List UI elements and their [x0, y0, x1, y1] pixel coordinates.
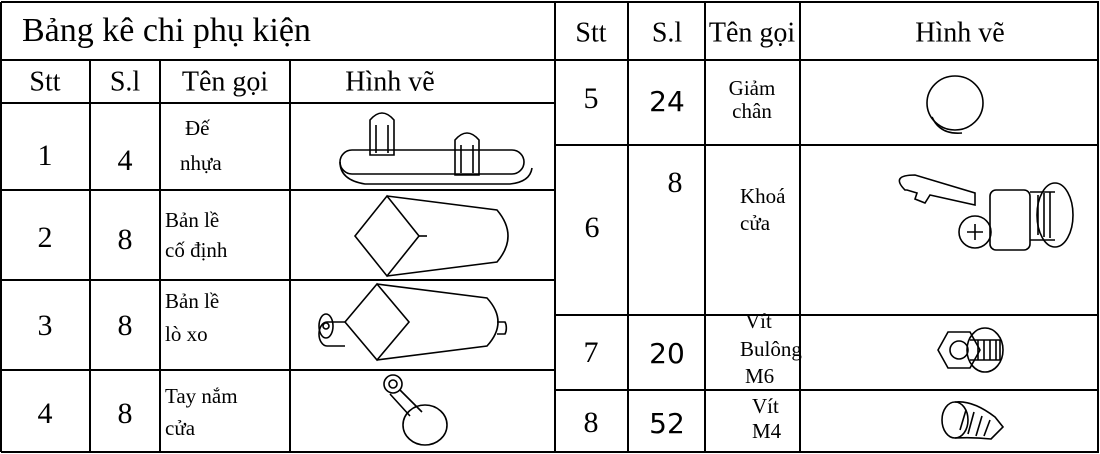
- header: Hình vẽ: [915, 17, 1004, 48]
- item-name: Bulông: [740, 337, 802, 361]
- header: S.l: [110, 66, 141, 97]
- item-name: M4: [752, 419, 782, 443]
- icon-bolt-m6: [937, 327, 1004, 373]
- item-name: Khoá: [740, 184, 786, 208]
- item-name: chân: [732, 99, 772, 123]
- row-number: 6: [585, 211, 600, 244]
- quantity: 8: [118, 223, 133, 256]
- row-number: 1: [38, 139, 53, 172]
- item-name: Bản lề: [165, 289, 219, 313]
- icon-foot-cap: [926, 75, 984, 134]
- header: Tên gọi: [182, 66, 269, 97]
- icon-plastic-base: [339, 112, 533, 185]
- quantity: 8: [668, 166, 683, 199]
- item-name: cửa: [740, 211, 771, 235]
- item-name: Tay nắm: [165, 384, 238, 408]
- item-name: Giảm: [729, 76, 776, 100]
- icon-screw-m4: [941, 400, 1005, 440]
- item-name: cố định: [165, 238, 228, 262]
- quantity: 20: [649, 337, 685, 370]
- header: Tên gọi: [709, 17, 796, 48]
- item-name: lò xo: [165, 322, 208, 346]
- item-name: M6: [745, 364, 774, 388]
- item-name: Bản lề: [165, 208, 219, 232]
- row-number: 8: [584, 406, 599, 439]
- row-number: 7: [584, 336, 599, 369]
- row-number: 2: [38, 221, 53, 254]
- item-name: Vít: [745, 309, 772, 333]
- quantity: 8: [118, 397, 133, 430]
- item-name: Đế: [185, 116, 210, 140]
- row-number: 3: [38, 309, 53, 342]
- header: Stt: [575, 17, 606, 48]
- row-number: 4: [38, 397, 53, 430]
- item-name: Vít: [752, 394, 779, 418]
- quantity: 4: [118, 144, 133, 177]
- quantity: 52: [649, 407, 685, 440]
- table-title: Bảng kê chi phụ kiện: [22, 12, 311, 49]
- item-name: nhựa: [180, 151, 222, 175]
- icon-cam-lock: [898, 174, 1074, 251]
- quantity: 8: [118, 309, 133, 342]
- item-name: cửa: [165, 416, 196, 440]
- quantity: 24: [649, 85, 685, 118]
- icon-door-knob: [383, 374, 448, 446]
- header: S.l: [652, 17, 683, 48]
- icon-fixed-hinge: [353, 194, 509, 278]
- row-number: 5: [584, 82, 599, 115]
- header: Stt: [29, 66, 60, 97]
- header: Hình vẽ: [345, 66, 434, 97]
- icon-spring-hinge: [318, 282, 508, 362]
